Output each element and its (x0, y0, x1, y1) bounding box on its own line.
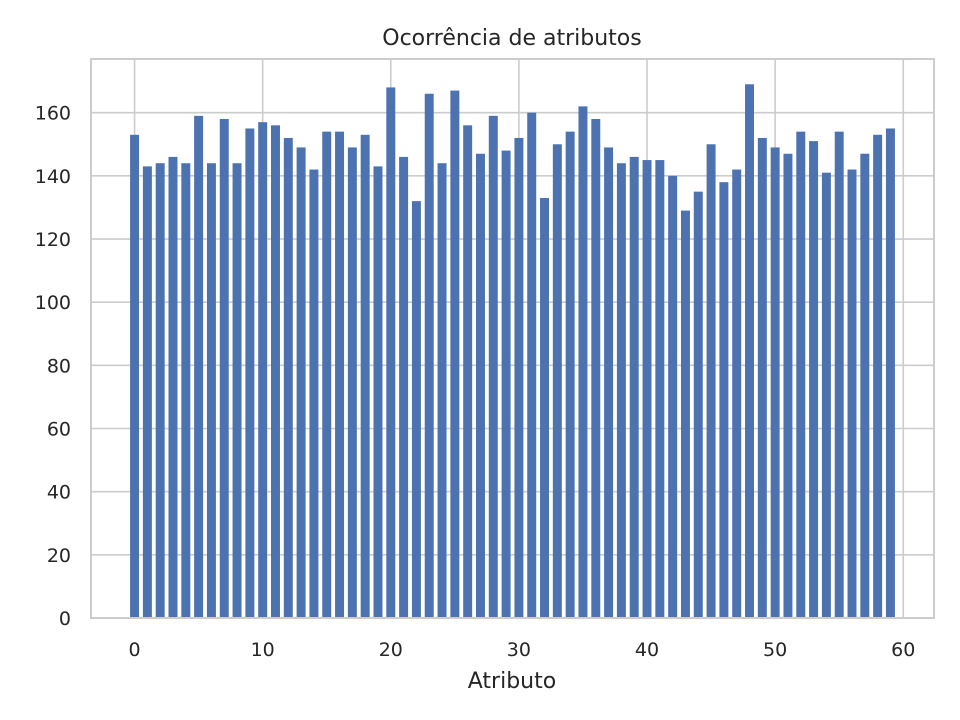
bar (399, 156, 409, 618)
x-tick-label: 0 (129, 639, 141, 661)
bar (809, 141, 819, 619)
bar (245, 128, 255, 618)
bar (732, 169, 742, 618)
bar (296, 147, 306, 618)
bar (463, 125, 473, 619)
bar (796, 131, 806, 618)
y-tick-label: 80 (47, 355, 71, 377)
y-tick-label: 20 (47, 545, 71, 567)
bar (885, 128, 895, 618)
bar (194, 115, 204, 618)
bar (860, 153, 870, 618)
bar (219, 119, 229, 619)
chart-title: Ocorrência de atributos (382, 26, 641, 51)
bar (130, 134, 140, 618)
bar (283, 137, 293, 618)
bar (309, 169, 319, 618)
y-tick-label: 0 (59, 608, 71, 630)
bar (591, 119, 601, 619)
bar (693, 191, 703, 618)
bar (655, 160, 665, 619)
bar (616, 163, 626, 618)
bar (437, 163, 447, 618)
bar (745, 84, 754, 619)
bar (565, 131, 575, 618)
bar (450, 90, 460, 619)
x-tick-label: 40 (635, 639, 659, 661)
y-tick-label: 160 (35, 103, 71, 125)
bar (475, 153, 485, 618)
bar (706, 144, 716, 618)
bar (347, 147, 357, 618)
bar (847, 169, 857, 618)
bar (873, 134, 883, 618)
bar (514, 137, 524, 618)
grid-lines (91, 59, 934, 619)
bar (552, 144, 562, 618)
bar (540, 197, 550, 618)
bar (142, 166, 152, 618)
y-tick-label: 140 (35, 166, 71, 188)
bar (757, 137, 767, 618)
bar (680, 210, 690, 619)
x-tick-label: 30 (507, 639, 531, 661)
y-tick-label: 120 (35, 229, 71, 251)
y-tick-label: 40 (47, 482, 71, 504)
x-axis-label: Atributo (468, 669, 556, 694)
bar (834, 131, 844, 618)
bar (411, 201, 421, 618)
bar (360, 134, 370, 618)
bar (181, 163, 191, 618)
y-tick-label: 60 (47, 419, 71, 441)
bar (770, 147, 780, 618)
bar (629, 156, 639, 618)
bar (335, 131, 345, 618)
bar (604, 147, 614, 618)
bar (258, 122, 268, 618)
x-tick-label: 20 (379, 639, 403, 661)
bars (130, 84, 895, 619)
bar (232, 163, 242, 618)
bar (322, 131, 332, 618)
bar (719, 182, 729, 618)
bar (783, 153, 793, 618)
bar (155, 163, 165, 618)
bar (373, 166, 383, 618)
y-tick-labels: 0 20 40 60 80 100 120 140 160 (35, 103, 71, 630)
bar (488, 115, 498, 618)
y-tick-label: 100 (35, 292, 71, 314)
bar (642, 160, 652, 619)
bar (527, 112, 537, 618)
x-tick-label: 50 (763, 639, 787, 661)
x-tick-labels: 0 10 20 30 40 50 60 (129, 639, 916, 661)
x-tick-label: 60 (891, 639, 915, 661)
bar (386, 87, 396, 619)
bar (168, 156, 178, 618)
bar (501, 150, 511, 618)
plot-frame (90, 58, 935, 619)
x-tick-label: 10 (251, 639, 275, 661)
bar (271, 125, 280, 619)
bar (668, 175, 678, 619)
bar (206, 163, 216, 618)
bar (578, 106, 588, 619)
bar (821, 172, 831, 618)
bar (424, 93, 434, 618)
